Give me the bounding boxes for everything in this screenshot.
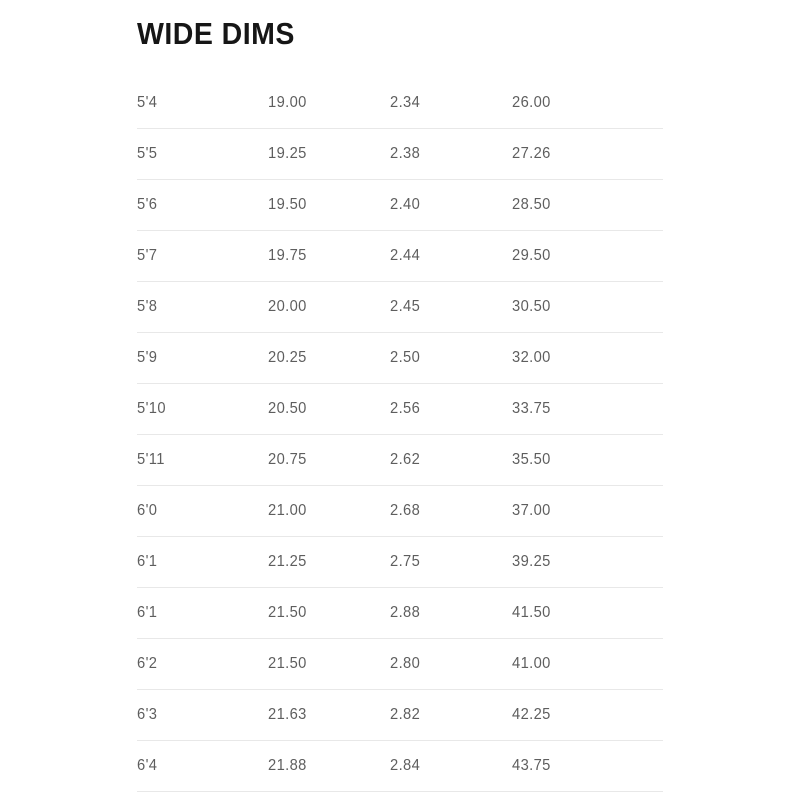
table-cell: 5'10 — [137, 400, 166, 417]
table-cell: 20.75 — [268, 451, 307, 468]
table-cell: 5'7 — [137, 247, 158, 264]
table-cell: 5'11 — [137, 451, 165, 468]
table-cell: 21.63 — [268, 706, 307, 723]
table-cell: 19.50 — [268, 196, 307, 213]
table-cell: 42.25 — [512, 706, 551, 723]
table-row: 5'8 20.00 2.45 30.50 — [137, 282, 663, 333]
table-cell: 41.00 — [512, 655, 551, 672]
table-row: 5'9 20.25 2.50 32.00 — [137, 333, 663, 384]
table-cell: 6'2 — [137, 655, 158, 672]
table-cell: 19.75 — [268, 247, 307, 264]
dims-section: WIDE DIMS 5'4 19.00 2.34 26.00 5'5 19.25 2.38 2… — [137, 0, 663, 792]
table-cell: 35.50 — [512, 451, 551, 468]
table-cell: 5'5 — [137, 145, 158, 162]
table-cell: 2.50 — [390, 349, 421, 366]
table-cell: 5'6 — [137, 196, 158, 213]
table-row: 6'4 21.88 2.84 43.75 — [137, 741, 663, 792]
table-cell: 19.00 — [268, 94, 307, 111]
table-cell: 6'1 — [137, 553, 158, 570]
table-cell: 2.68 — [390, 502, 421, 519]
table-cell: 19.25 — [268, 145, 307, 162]
table-cell: 6'1 — [137, 604, 158, 621]
table-row: 5'10 20.50 2.56 33.75 — [137, 384, 663, 435]
table-cell: 41.50 — [512, 604, 551, 621]
table-row: 5'4 19.00 2.34 26.00 — [137, 78, 663, 129]
table-cell: 39.25 — [512, 553, 551, 570]
table-cell: 5'4 — [137, 94, 158, 111]
table-row: 6'1 21.50 2.88 41.50 — [137, 588, 663, 639]
table-cell: 6'0 — [137, 502, 158, 519]
page-title: WIDE DIMS — [137, 16, 295, 51]
table-row: 6'3 21.63 2.82 42.25 — [137, 690, 663, 741]
table-cell: 5'8 — [137, 298, 158, 315]
table-cell: 32.00 — [512, 349, 551, 366]
table-row: 5'11 20.75 2.62 35.50 — [137, 435, 663, 486]
table-cell: 2.44 — [390, 247, 421, 264]
table-cell: 6'3 — [137, 706, 158, 723]
table-row: 5'6 19.50 2.40 28.50 — [137, 180, 663, 231]
table-cell: 2.88 — [390, 604, 421, 621]
table-cell: 21.25 — [268, 553, 307, 570]
table-cell: 2.38 — [390, 145, 421, 162]
table-cell: 28.50 — [512, 196, 551, 213]
table-cell: 33.75 — [512, 400, 551, 417]
table-cell: 21.50 — [268, 604, 307, 621]
table-row: 5'7 19.75 2.44 29.50 — [137, 231, 663, 282]
table-cell: 21.88 — [268, 757, 307, 774]
table-cell: 2.80 — [390, 655, 421, 672]
table-cell: 6'4 — [137, 757, 158, 774]
table-row: 5'5 19.25 2.38 27.26 — [137, 129, 663, 180]
table-cell: 37.00 — [512, 502, 551, 519]
table-row: 6'2 21.50 2.80 41.00 — [137, 639, 663, 690]
table-cell: 21.00 — [268, 502, 307, 519]
dims-table-body: 5'4 19.00 2.34 26.00 5'5 19.25 2.38 27.26 5'6 19.… — [137, 78, 663, 792]
table-cell: 2.56 — [390, 400, 421, 417]
table-cell: 2.84 — [390, 757, 421, 774]
table-cell: 20.25 — [268, 349, 307, 366]
table-cell: 2.40 — [390, 196, 421, 213]
table-cell: 2.82 — [390, 706, 421, 723]
table-cell: 5'9 — [137, 349, 158, 366]
table-row: 6'0 21.00 2.68 37.00 — [137, 486, 663, 537]
table-cell: 20.00 — [268, 298, 307, 315]
table-row: 6'1 21.25 2.75 39.25 — [137, 537, 663, 588]
table-cell: 2.34 — [390, 94, 421, 111]
table-cell: 30.50 — [512, 298, 551, 315]
table-cell: 2.75 — [390, 553, 421, 570]
table-cell: 29.50 — [512, 247, 551, 264]
table-cell: 21.50 — [268, 655, 307, 672]
table-cell: 2.45 — [390, 298, 421, 315]
table-cell: 43.75 — [512, 757, 551, 774]
table-cell: 26.00 — [512, 94, 551, 111]
table-cell: 27.26 — [512, 145, 551, 162]
table-cell: 20.50 — [268, 400, 307, 417]
table-cell: 2.62 — [390, 451, 421, 468]
